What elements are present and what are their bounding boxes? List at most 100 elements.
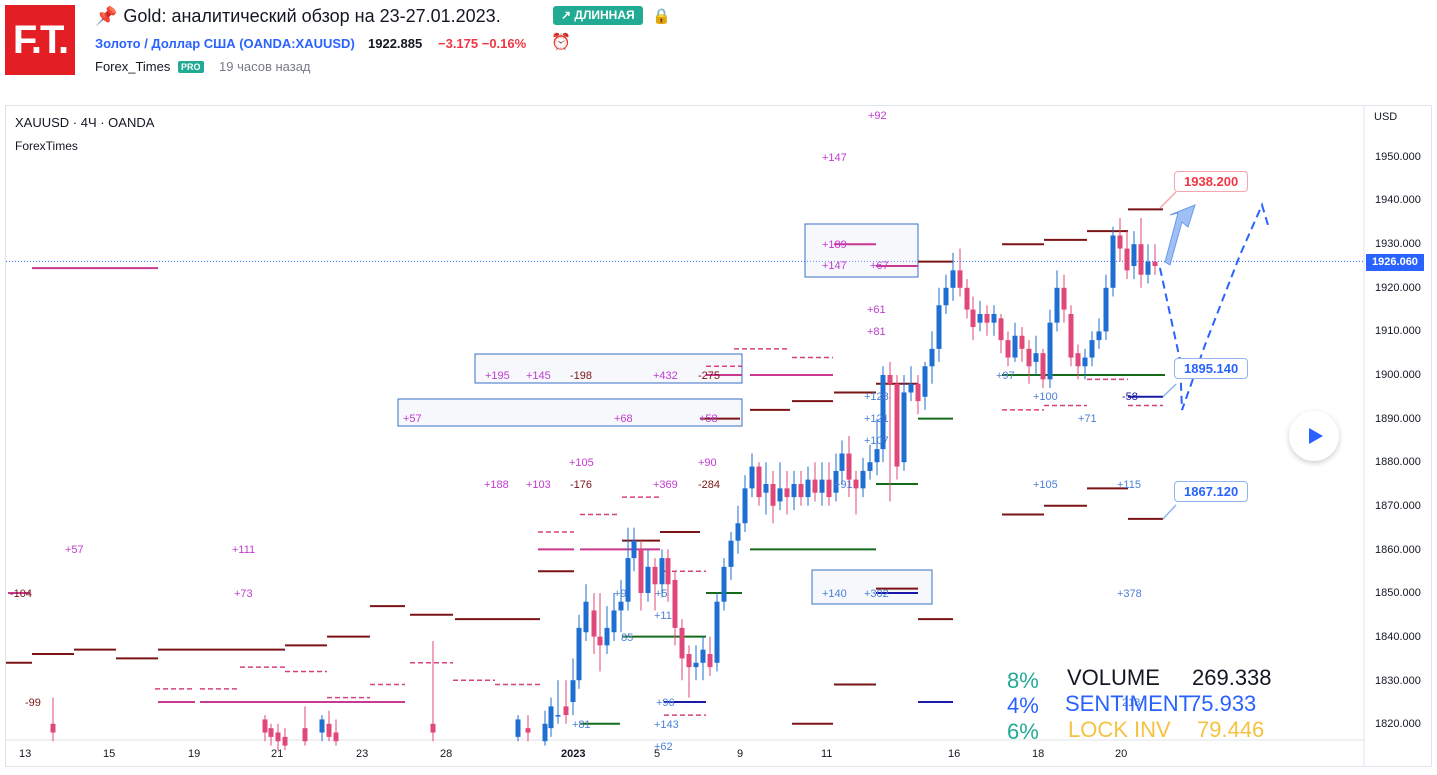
candle-body bbox=[326, 723, 332, 737]
current-price-label: 1926.060 bbox=[1366, 254, 1424, 271]
label-connector bbox=[1162, 504, 1177, 520]
y-tick: 1840.000 bbox=[1375, 631, 1421, 643]
chart-panel[interactable] bbox=[5, 105, 1432, 767]
range-box bbox=[804, 223, 919, 278]
candle-body bbox=[984, 313, 990, 323]
candle-body bbox=[798, 484, 804, 498]
x-tick: 19 bbox=[188, 748, 201, 760]
last-price: 1922.885 bbox=[368, 36, 423, 51]
candle-body bbox=[922, 366, 928, 397]
trade-annotation: +128 bbox=[864, 391, 889, 403]
candle-body bbox=[998, 318, 1004, 341]
y-tick: 1830.000 bbox=[1375, 675, 1421, 687]
pro-badge: PRO bbox=[178, 61, 204, 73]
candle-body bbox=[548, 706, 554, 729]
trade-annotation: +143 bbox=[654, 719, 679, 731]
y-tick: 1900.000 bbox=[1375, 369, 1421, 381]
low-price-label: 1867.120 bbox=[1174, 481, 1249, 502]
candle-body bbox=[1061, 287, 1067, 310]
trade-annotation: +91 bbox=[834, 479, 853, 491]
author-link[interactable]: Forex_Times bbox=[95, 59, 171, 74]
candle-body bbox=[901, 392, 907, 463]
candle-body bbox=[1026, 348, 1032, 367]
candle-body bbox=[839, 453, 845, 471]
trade-annotation: +61 bbox=[867, 304, 886, 316]
candle-body bbox=[846, 453, 852, 480]
candle-body bbox=[1124, 248, 1130, 271]
target-price-label: 1938.200 bbox=[1174, 171, 1249, 192]
candle-body bbox=[991, 313, 997, 323]
candle-body bbox=[1138, 244, 1144, 275]
candle-body bbox=[812, 479, 818, 493]
trade-annotation: +81 bbox=[867, 326, 886, 338]
trade-annotation: +105 bbox=[1033, 479, 1058, 491]
trade-annotation: +378 bbox=[1117, 588, 1142, 600]
candle-body bbox=[591, 610, 597, 637]
candle-body bbox=[1068, 313, 1074, 358]
trade-annotation: -176 bbox=[570, 479, 592, 491]
candle-body bbox=[735, 523, 741, 541]
candle-body bbox=[611, 610, 617, 633]
candle-body bbox=[282, 736, 288, 746]
candle-body bbox=[707, 654, 713, 668]
trade-annotation: -104 bbox=[10, 588, 32, 600]
candle-body bbox=[1040, 353, 1046, 380]
candle-body bbox=[887, 375, 893, 384]
candle-body bbox=[833, 470, 839, 493]
candle-body bbox=[770, 484, 776, 506]
candle-body bbox=[819, 479, 825, 493]
x-tick: 5 bbox=[654, 748, 661, 760]
candle-body bbox=[1012, 335, 1018, 358]
candle-body bbox=[894, 383, 900, 467]
candle-body bbox=[805, 479, 811, 498]
symbol-link[interactable]: Золото / Доллар США (OANDA:XAUUSD) bbox=[95, 36, 355, 51]
candle-body bbox=[1152, 261, 1158, 266]
x-tick: 2023 bbox=[561, 748, 586, 760]
candle-body bbox=[929, 348, 935, 367]
candle-body bbox=[1082, 357, 1088, 367]
trade-annotation: +105 bbox=[569, 457, 594, 469]
y-tick: 1880.000 bbox=[1375, 456, 1421, 468]
y-tick: 1950.000 bbox=[1375, 151, 1421, 163]
play-button[interactable] bbox=[1289, 411, 1339, 461]
idea-title-text: Gold: аналитический обзор на 23-27.01.20… bbox=[123, 6, 501, 26]
idea-title: 📌 Gold: аналитический обзор на 23-27.01.2… bbox=[95, 6, 501, 27]
trade-annotation: +57 bbox=[65, 544, 84, 556]
trade-annotation: +189 bbox=[822, 239, 847, 251]
candle-body bbox=[645, 566, 651, 593]
forextimes-logo[interactable]: F.T. bbox=[5, 5, 75, 75]
currency-label: USD bbox=[1374, 111, 1398, 123]
candle-body bbox=[714, 601, 720, 663]
trade-annotation: +111 bbox=[232, 544, 255, 556]
x-tick: 18 bbox=[1032, 748, 1045, 760]
trade-annotation: +92 bbox=[868, 110, 887, 122]
pin-icon: 📌 bbox=[95, 6, 118, 26]
sentiment-pct: 4% bbox=[1007, 693, 1039, 718]
range-box bbox=[474, 353, 743, 384]
trade-annotation: -99 bbox=[25, 697, 41, 709]
trade-annotation: -275 bbox=[698, 370, 720, 382]
candle-body bbox=[721, 566, 727, 602]
y-tick: 1870.000 bbox=[1375, 500, 1421, 512]
x-tick: 23 bbox=[356, 748, 369, 760]
candle-body bbox=[1089, 340, 1095, 358]
x-tick: 16 bbox=[948, 748, 961, 760]
candle-body bbox=[860, 470, 866, 489]
candle-body bbox=[679, 627, 685, 659]
candle-body bbox=[555, 715, 561, 717]
range-box bbox=[397, 398, 743, 427]
candle-body bbox=[430, 723, 436, 733]
candle-body bbox=[867, 462, 873, 471]
candle-body bbox=[665, 558, 671, 585]
alarm-icon[interactable]: ⏰ bbox=[551, 34, 571, 51]
candle-body bbox=[631, 540, 637, 559]
candle-body bbox=[1019, 335, 1025, 349]
y-tick: 1850.000 bbox=[1375, 587, 1421, 599]
support-price-label: 1895.140 bbox=[1174, 358, 1249, 379]
chart-symbol-title: XAUUSD · 4Ч · OANDA bbox=[15, 115, 155, 130]
candle-body bbox=[1047, 322, 1053, 380]
candle-body bbox=[333, 732, 339, 742]
sentiment-value: 75.933 bbox=[1189, 691, 1257, 716]
candle-body bbox=[693, 662, 699, 668]
